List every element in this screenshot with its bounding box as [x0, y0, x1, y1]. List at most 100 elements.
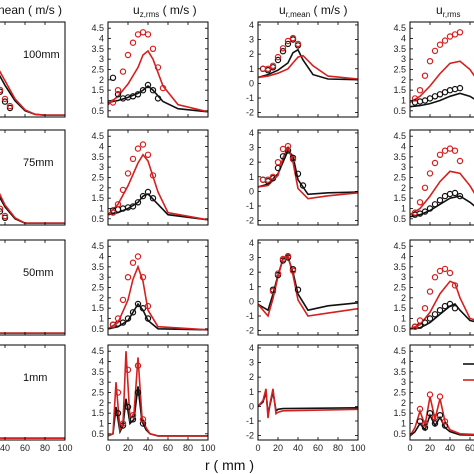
panel-75mm-col2: -2 -1 0 1 2 3 4 — [246, 128, 359, 226]
y-tick-label: 1 — [401, 95, 406, 105]
y-tick-label: 0.5 — [393, 106, 406, 116]
data-point-red — [274, 158, 282, 166]
panel-1mm-col0: 0204060801001mm — [0, 344, 73, 453]
y-tick-label: 1 — [401, 313, 406, 323]
y-tick-label: 3.5 — [91, 367, 104, 377]
y-tick-label: 2.5 — [393, 388, 406, 398]
data-point-black — [144, 81, 152, 89]
y-tick-label: -2 — [246, 326, 254, 336]
x-tick-label: 60 — [20, 443, 30, 453]
y-tick-label: 1.5 — [91, 303, 104, 313]
data-point-black — [436, 196, 444, 204]
y-tick-label: 3 — [249, 358, 254, 368]
y-tick-label: 1 — [401, 418, 406, 428]
x-tick-label: 80 — [40, 443, 50, 453]
y-tick-label: 2 — [249, 157, 254, 167]
y-tick-label: 1 — [249, 172, 254, 182]
data-point-black — [134, 199, 142, 206]
data-point-black — [284, 40, 292, 48]
data-point-black — [114, 410, 122, 417]
data-point-red — [139, 416, 147, 423]
data-point-black — [416, 98, 424, 105]
data-point-black — [129, 416, 137, 423]
y-tick-label: 4 — [99, 252, 104, 262]
data-point-red — [289, 155, 297, 163]
data-point-red — [149, 172, 157, 179]
data-point-red — [441, 418, 449, 425]
panel-plot-area — [0, 192, 65, 224]
y-tick-label: 4 — [401, 357, 406, 367]
y-tick-label: 2.5 — [393, 283, 406, 293]
data-point-red — [149, 45, 157, 53]
data-point-red — [1, 95, 9, 103]
panel-100mm-col3: 0.511.522.533.544.5 — [393, 21, 474, 118]
panel-75mm-col1: 0.511.522.533.544.5 — [91, 129, 209, 226]
data-point-black — [129, 203, 137, 210]
y-tick-label: 2 — [401, 183, 406, 193]
data-point-red — [144, 31, 152, 38]
y-tick-label: 4 — [249, 343, 254, 353]
y-tick-label: 2 — [401, 293, 406, 303]
y-tick-label: 0.5 — [393, 429, 406, 439]
y-tick-label: 3.5 — [91, 152, 104, 162]
data-point-black — [149, 194, 157, 202]
data-point-black — [446, 86, 454, 94]
data-point-red — [289, 267, 297, 274]
series-line-red — [410, 60, 474, 104]
data-point-red — [436, 393, 444, 400]
panel-plot-area — [258, 388, 358, 419]
row-label: 1mm — [23, 372, 47, 384]
panel-plot-area — [258, 252, 358, 318]
panel-plot-area — [0, 332, 65, 335]
data-point-red — [279, 145, 287, 153]
y-tick-label: 0 — [249, 186, 254, 196]
legend — [463, 363, 474, 381]
data-point-red — [431, 274, 439, 281]
y-tick-label: 0.5 — [91, 214, 104, 224]
data-point-red — [124, 274, 132, 281]
data-point-red — [124, 170, 132, 177]
y-tick-label: 3 — [401, 162, 406, 172]
data-point-red — [129, 39, 137, 46]
y-tick-label: 4.5 — [393, 241, 406, 251]
y-tick-label: 3 — [99, 272, 104, 282]
series-line-black — [0, 437, 65, 440]
y-tick-label: 4.5 — [91, 131, 104, 141]
y-tick-label: 2.5 — [91, 65, 104, 75]
data-point-red — [114, 201, 122, 208]
series-line-black — [258, 48, 358, 81]
data-point-black — [119, 422, 127, 429]
y-tick-label: 4.5 — [91, 346, 104, 356]
y-tick-label: 4.5 — [91, 241, 104, 251]
data-point-black — [1, 98, 9, 105]
series-line-red — [0, 70, 65, 116]
data-point-red — [119, 68, 127, 75]
y-tick-label: -2 — [246, 108, 254, 118]
data-point-red — [269, 62, 277, 70]
data-point-red — [441, 265, 449, 273]
data-point-black — [279, 153, 287, 160]
data-point-red — [114, 315, 122, 322]
data-point-red — [436, 41, 444, 48]
data-point-red — [279, 45, 287, 52]
data-point-red — [426, 58, 434, 65]
data-point-black — [446, 190, 454, 198]
y-tick-label: 3.5 — [91, 44, 104, 54]
data-point-red — [0, 86, 4, 94]
data-point-black — [114, 206, 122, 213]
data-point-red — [274, 270, 282, 277]
y-tick-label: 0 — [249, 78, 254, 88]
column-titles: nean ( m/s ) uz,rms ( m/s ) ur,mean ( m/… — [0, 3, 460, 19]
panel-frame — [107, 239, 209, 336]
data-point-black — [456, 84, 464, 92]
y-tick-label: 3 — [99, 54, 104, 64]
data-point-red — [421, 184, 429, 191]
x-tick-label: 40 — [293, 443, 303, 453]
data-point-red — [114, 86, 122, 94]
data-point-black — [124, 403, 132, 411]
panel-100mm-col1: 0.511.522.533.544.5 — [91, 21, 209, 118]
y-tick-label: 2.5 — [91, 173, 104, 183]
y-tick-label: 1.5 — [91, 408, 104, 418]
data-point-black — [451, 305, 459, 312]
